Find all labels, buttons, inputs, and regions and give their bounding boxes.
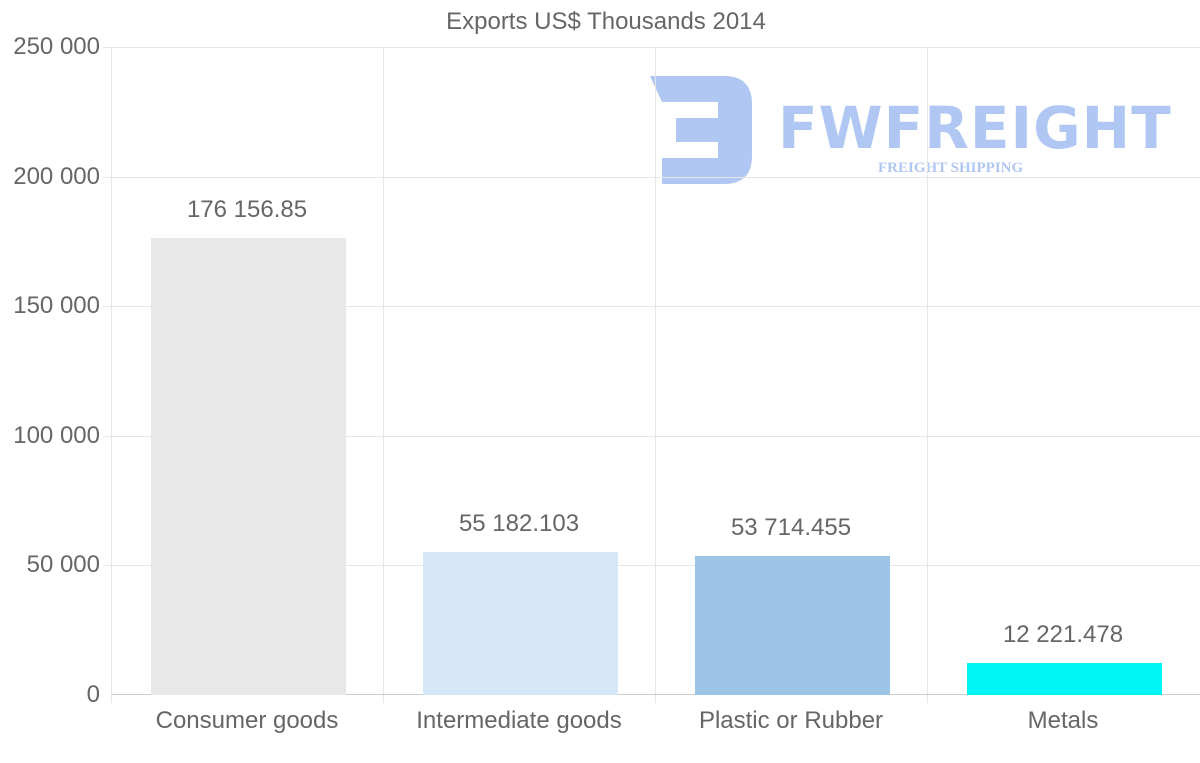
watermark-brand: FWFREIGHT bbox=[778, 94, 1172, 162]
chart-title: Exports US$ Thousands 2014 bbox=[446, 8, 766, 35]
gridline-150000 bbox=[103, 306, 1200, 308]
vgrid-3 bbox=[927, 47, 928, 703]
x-tick-label: Intermediate goods bbox=[416, 707, 622, 734]
watermark-tagline: FREIGHT SHIPPING bbox=[878, 160, 1024, 176]
gridline-50000 bbox=[103, 565, 1200, 567]
gridline-200000 bbox=[103, 176, 1200, 178]
bar-value-label: 12 221.478 bbox=[1002, 621, 1124, 649]
x-tick-label: Metals bbox=[1027, 707, 1099, 734]
y-tick: 150 000 bbox=[13, 292, 100, 320]
bar[interactable] bbox=[150, 238, 346, 695]
gridline-100000 bbox=[103, 435, 1200, 437]
gridline-250000 bbox=[103, 47, 1200, 48]
x-tick-label: Plastic or Rubber bbox=[698, 707, 884, 734]
bar-value-label: 53 714.455 bbox=[730, 513, 852, 541]
y-tick: 200 000 bbox=[13, 162, 100, 190]
y-tick: 100 000 bbox=[13, 421, 100, 449]
y-tick: 250 000 bbox=[13, 33, 100, 60]
vgrid-1 bbox=[383, 47, 384, 703]
bar[interactable] bbox=[966, 663, 1162, 695]
y-axis bbox=[111, 47, 112, 703]
plot-area: 0 50 000 100 000 150 000 200 000 250 000… bbox=[13, 33, 1200, 734]
y-tick: 50 000 bbox=[26, 551, 100, 579]
x-axis bbox=[111, 694, 1200, 695]
y-tick: 0 bbox=[86, 681, 100, 708]
vgrid-2 bbox=[655, 47, 656, 703]
watermark-logo: FWFREIGHT FREIGHT SHIPPING bbox=[646, 72, 1171, 187]
fwfreight-logo-icon bbox=[650, 76, 752, 184]
bar-value-label: 176 156.85 bbox=[186, 196, 308, 224]
bar[interactable] bbox=[422, 551, 618, 695]
bar[interactable] bbox=[694, 555, 890, 695]
bar-value-label: 55 182.103 bbox=[458, 509, 580, 537]
x-tick-label: Consumer goods bbox=[155, 707, 339, 734]
